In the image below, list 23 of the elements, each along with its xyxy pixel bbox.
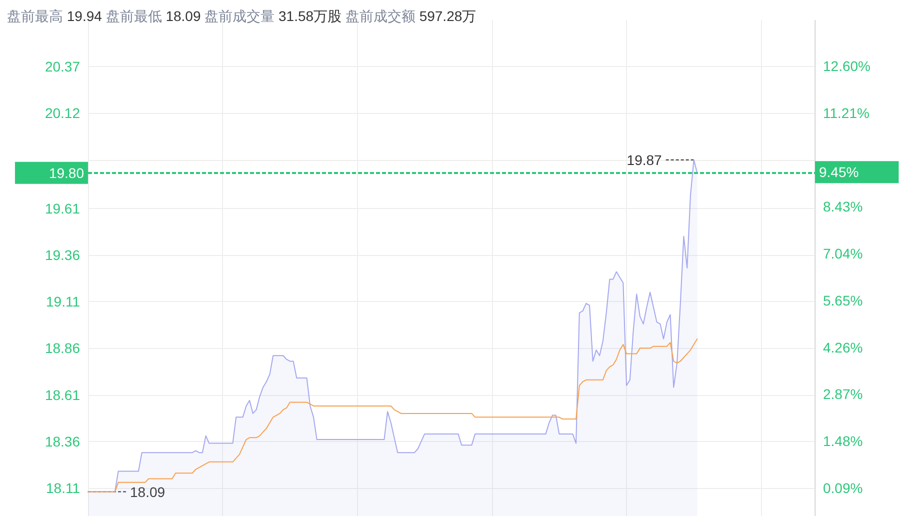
- y-tick-label: 19.61: [44, 200, 80, 216]
- y2-tick-label: 0.09%: [823, 480, 863, 496]
- y2-tick-label: 4.26%: [823, 339, 863, 356]
- y-tick-label: 18.36: [44, 433, 80, 450]
- y-tick-label: 18.61: [44, 386, 80, 403]
- y2-tick-label: 8.43%: [823, 198, 863, 215]
- y-tick-label: 19.36: [44, 246, 80, 263]
- y2-tick-label: 7.04%: [823, 245, 863, 262]
- y2-tick-label: 12.60%: [823, 58, 870, 74]
- y2-tick-label: 5.65%: [823, 292, 863, 308]
- annotation: 18.09: [130, 484, 166, 500]
- y-tick-label: 18.86: [44, 340, 80, 356]
- ref-line-label: 19.80: [48, 164, 84, 181]
- ref-line-label: 9.45%: [819, 164, 859, 180]
- y2-tick-label: 2.87%: [823, 386, 863, 402]
- annotation: 19.87: [626, 152, 662, 168]
- y-tick-label: 20.12: [44, 105, 80, 122]
- y-tick-label: 19.11: [46, 294, 80, 310]
- chart-title: 盘前最高 19.94 盘前最低 18.09 盘前成交量 31.58万股 盘前成交额 597.28万: [7, 8, 476, 24]
- y2-tick-label: 1.48%: [823, 433, 863, 450]
- y2-tick-label: 11.21%: [823, 104, 870, 121]
- y-tick-label: 20.37: [44, 58, 80, 75]
- y-tick-label: 18.11: [46, 480, 80, 496]
